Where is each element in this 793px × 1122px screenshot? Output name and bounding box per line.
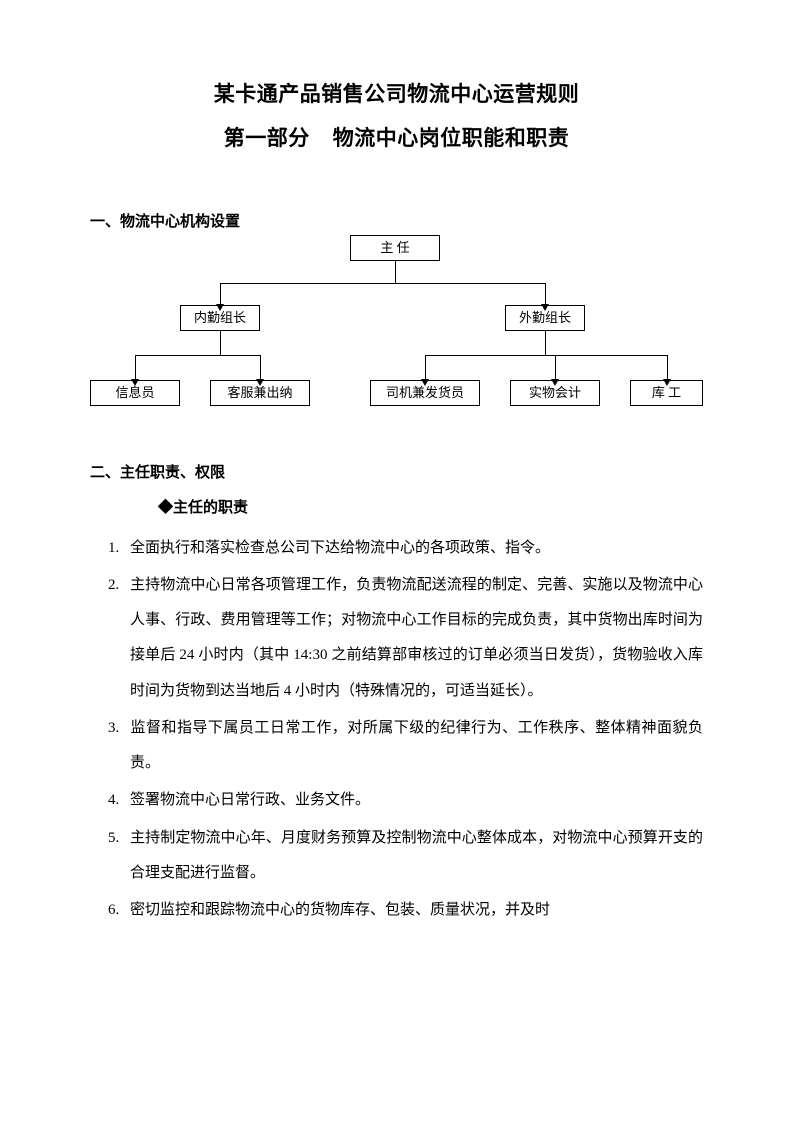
section1-heading: 一、物流中心机构设置 xyxy=(90,210,703,231)
arrow-down-icon xyxy=(663,379,671,386)
page-title-sub: 第一部分 物流中心岗位职能和职责 xyxy=(90,122,703,152)
org-line xyxy=(545,331,546,355)
duties-list: 全面执行和落实检查总公司下达给物流中心的各项政策、指令。主持物流中心日常各项管理… xyxy=(90,531,703,929)
org-chart: 主 任内勤组长外勤组长信息员客服兼出纳司机兼发货员实物会计库 工 xyxy=(90,235,703,415)
list-item: 监督和指导下属员工日常工作，对所属下级的纪律行为、工作秩序、整体精神面貌负责。 xyxy=(108,711,703,782)
org-line xyxy=(135,355,260,356)
subtitle-left: 第一部分 xyxy=(224,126,310,150)
org-line xyxy=(395,261,396,283)
org-line xyxy=(220,283,221,305)
org-box-director: 主 任 xyxy=(350,235,440,261)
page-title-main: 某卡通产品销售公司物流中心运营规则 xyxy=(90,78,703,112)
list-item: 签署物流中心日常行政、业务文件。 xyxy=(108,783,703,818)
org-line xyxy=(425,355,426,380)
org-line xyxy=(425,355,667,356)
org-line xyxy=(555,355,556,380)
org-line xyxy=(220,283,545,284)
list-item: 密切监控和跟踪物流中心的货物库存、包装、质量状况，并及时 xyxy=(108,893,703,928)
arrow-down-icon xyxy=(256,379,264,386)
org-line xyxy=(260,355,261,380)
arrow-down-icon xyxy=(541,304,549,311)
diamond-icon: ◆ xyxy=(158,500,173,516)
arrow-down-icon xyxy=(131,379,139,386)
subsection-heading: ◆主任的职责 xyxy=(158,496,703,517)
list-item: 主持制定物流中心年、月度财务预算及控制物流中心整体成本，对物流中心预算开支的合理… xyxy=(108,821,703,892)
org-line xyxy=(135,355,136,380)
arrow-down-icon xyxy=(551,379,559,386)
org-line xyxy=(545,283,546,305)
org-line xyxy=(220,331,221,355)
subtitle-right: 物流中心岗位职能和职责 xyxy=(333,126,570,150)
org-line xyxy=(667,355,668,380)
list-item: 全面执行和落实检查总公司下达给物流中心的各项政策、指令。 xyxy=(108,531,703,566)
arrow-down-icon xyxy=(216,304,224,311)
section2-heading: 二、主任职责、权限 xyxy=(90,461,703,482)
arrow-down-icon xyxy=(421,379,429,386)
title-block: 某卡通产品销售公司物流中心运营规则 第一部分 物流中心岗位职能和职责 xyxy=(90,78,703,152)
list-item: 主持物流中心日常各项管理工作，负责物流配送流程的制定、完善、实施以及物流中心人事… xyxy=(108,568,703,709)
